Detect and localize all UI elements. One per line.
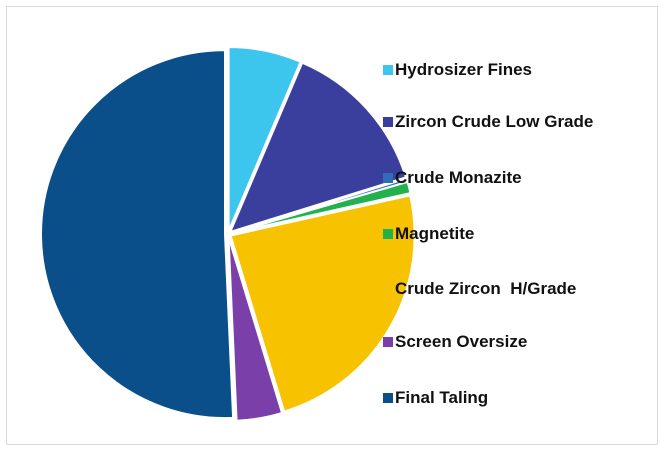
legend-label: Screen Oversize [395, 332, 528, 351]
pie-slice [227, 236, 284, 422]
legend-label: Crude Monazite [395, 168, 522, 187]
legend-item: Hydrosizer Fines [383, 57, 653, 83]
pie-slice [230, 180, 412, 235]
legend-swatch [383, 393, 393, 403]
legend-swatch [383, 229, 393, 239]
legend-label: Crude Zircon H/Grade [395, 279, 577, 298]
legend-item: Crude Monazite [383, 165, 653, 191]
legend-item: Final Taling [383, 385, 653, 411]
pie-slice [229, 194, 416, 413]
legend-item: Crude Zircon H/Grade [383, 276, 653, 302]
legend-swatch [383, 337, 393, 347]
legend-item: Screen Oversize [383, 329, 653, 355]
legend-swatch [383, 65, 393, 75]
pie-slice [228, 61, 408, 234]
legend-item: Magnetite [383, 221, 653, 247]
legend-item: Zircon Crude Low Grade [383, 109, 653, 135]
legend-swatch [383, 284, 393, 294]
legend-label: Final Taling [395, 388, 489, 407]
legend-swatch [383, 173, 393, 183]
legend-label: Zircon Crude Low Grade [395, 112, 594, 131]
pie-slice [40, 49, 235, 420]
legend-swatch [383, 117, 393, 127]
frame [6, 6, 658, 445]
legend-label: Magnetite [395, 224, 475, 243]
pie-slice [227, 46, 302, 232]
legend-label: Hydrosizer Fines [395, 60, 532, 79]
